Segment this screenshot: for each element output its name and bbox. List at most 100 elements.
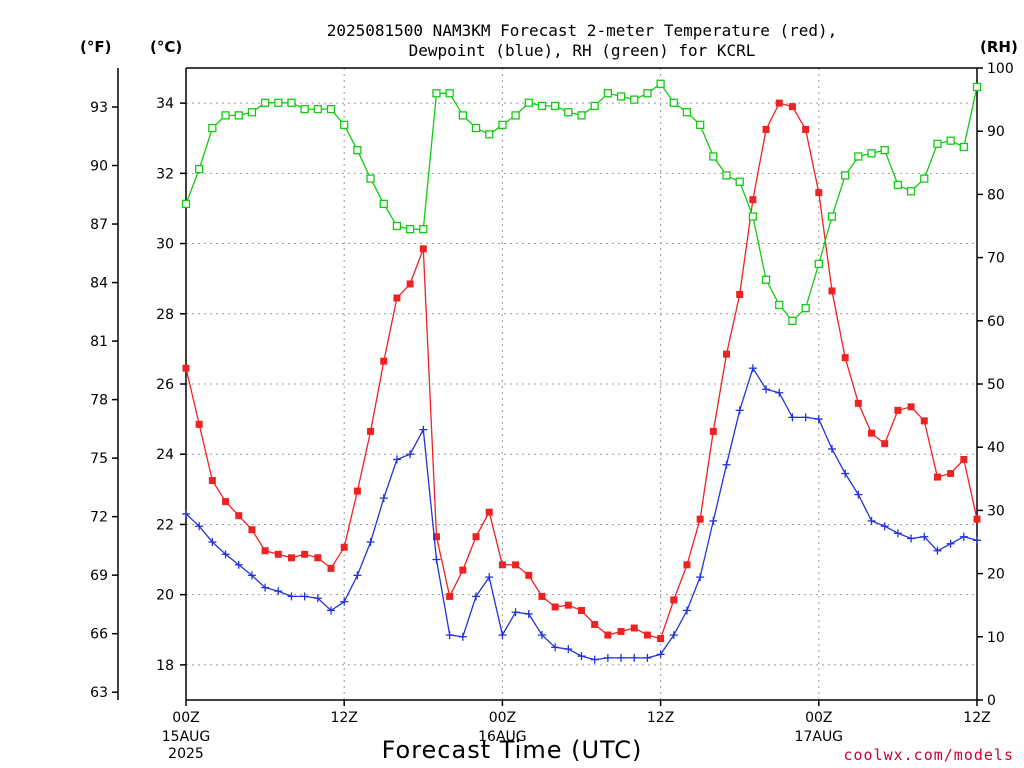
dewpoint-point: [221, 550, 230, 559]
rh-point: [313, 104, 322, 114]
temperature-point: [617, 628, 625, 636]
rh-point: [445, 89, 454, 98]
temperature-point: [828, 287, 836, 295]
dewpoint-point: [959, 532, 968, 541]
dewpoint-point: [630, 653, 639, 662]
rh-point: [854, 152, 863, 161]
rh-tick-label: 100: [987, 61, 1014, 77]
temperature-point: [762, 125, 770, 133]
site-credit: coolwx.com/models: [843, 746, 1014, 764]
temperature-point: [248, 526, 256, 534]
rh-point: [867, 149, 876, 158]
dewpoint-point: [907, 534, 916, 543]
temperature-point: [406, 280, 414, 288]
fahrenheit-tick-label: 93: [90, 100, 108, 116]
dewpoint-point: [287, 592, 296, 601]
temperature-point: [907, 403, 915, 411]
dewpoint-line: [185, 366, 978, 661]
rh-point: [603, 89, 613, 98]
rh-tick-label: 0: [987, 693, 996, 709]
rh-point: [550, 101, 560, 111]
temperature-point: [723, 350, 731, 358]
x-tick-label: 00Z: [172, 710, 199, 726]
rh-tick-label: 90: [987, 124, 1005, 140]
rh-point: [485, 130, 494, 139]
dewpoint-point: [247, 571, 256, 580]
rh-point: [748, 212, 758, 221]
rh-tick-label: 40: [987, 440, 1005, 456]
temperature-point: [182, 364, 190, 372]
temperature-point: [472, 533, 480, 541]
dewpoint-point: [445, 631, 454, 640]
fahrenheit-tick-label: 81: [90, 334, 108, 350]
dewpoint-point: [274, 587, 283, 596]
axes: 63 66 69 72 75 78 81 84 87 90 93 18 20 22 24 26 28 30 32 34…: [90, 61, 1014, 762]
temperature-point: [340, 543, 348, 551]
temperature-point: [380, 357, 388, 365]
temperature-point: [683, 561, 691, 569]
rh-point: [379, 199, 388, 209]
rh-point: [656, 79, 665, 88]
rh-point: [827, 212, 837, 221]
fahrenheit-tick-label: 66: [90, 627, 108, 643]
temperature-point: [301, 550, 309, 558]
temperature-point: [788, 103, 796, 111]
x-tick-date: 17AUG: [795, 729, 844, 745]
rh-tick-label: 20: [987, 567, 1005, 583]
x-tick-label: 00Z: [805, 710, 832, 726]
grid-lines: [186, 68, 977, 700]
temperature-point: [538, 592, 546, 600]
temperature-point: [551, 603, 559, 611]
rh-point: [946, 136, 955, 145]
rh-point: [287, 98, 296, 107]
rh-point: [234, 111, 243, 120]
dewpoint-point: [419, 425, 428, 434]
rh-point: [366, 174, 375, 183]
rh-point: [920, 174, 929, 183]
x-tick-label: 12Z: [330, 710, 357, 726]
rh-point: [577, 111, 586, 120]
rh-point: [458, 111, 468, 120]
dewpoint-point: [537, 631, 546, 640]
dewpoint-point: [603, 653, 612, 662]
dewpoint-point: [458, 632, 467, 641]
temperature-point: [208, 477, 216, 485]
temperature-point: [485, 508, 493, 516]
dewpoint-point: [300, 592, 309, 601]
temperature-point: [222, 498, 230, 506]
rh-unit-label: (RH): [980, 38, 1018, 56]
temperature-point: [630, 624, 638, 632]
temperature-point: [432, 533, 440, 541]
dewpoint-point: [472, 592, 481, 601]
temperature-point: [868, 429, 876, 437]
temperature-point: [854, 399, 862, 407]
x-tick-label: 00Z: [489, 710, 516, 726]
rh-point: [893, 180, 903, 190]
dewpoint-point: [617, 653, 626, 662]
temperature-point: [498, 561, 506, 569]
dewpoint-point: [682, 606, 691, 615]
dewpoint-point: [498, 631, 507, 640]
rh-tick-label: 70: [987, 251, 1005, 267]
dewpoint-point: [696, 573, 705, 582]
dewpoint-point: [340, 597, 349, 606]
celsius-tick-label: 28: [156, 307, 174, 323]
rh-point: [630, 95, 639, 104]
celsius-tick-label: 32: [156, 166, 174, 182]
rh-point: [933, 139, 942, 148]
temperature-point: [314, 554, 322, 562]
dewpoint-point: [775, 388, 784, 397]
rh-point: [274, 98, 283, 107]
temperature-point: [353, 487, 361, 495]
chart-title-line1: 2025081500 NAM3KM Forecast 2-meter Tempe…: [327, 21, 838, 40]
temperature-point: [670, 596, 678, 604]
temperature-point: [973, 515, 981, 523]
temperature-point: [736, 290, 744, 298]
dewpoint-point: [577, 652, 586, 661]
rh-point: [841, 171, 850, 180]
dewpoint-point: [854, 490, 863, 499]
temperature-point: [195, 420, 203, 428]
celsius-tick-label: 22: [156, 517, 174, 533]
temperature-point: [525, 571, 533, 579]
